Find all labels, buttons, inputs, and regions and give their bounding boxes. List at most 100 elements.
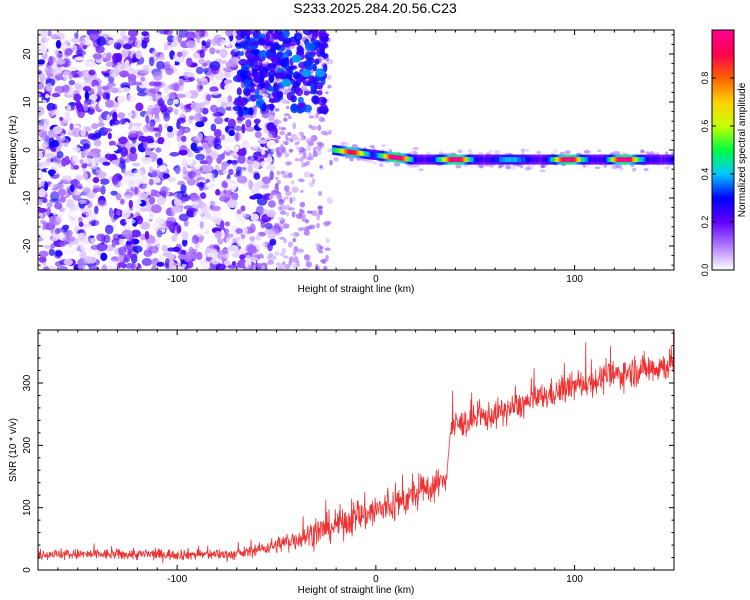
spectrogram-cell [321,98,327,104]
spectrogram-cell [264,228,275,234]
spectrogram-cell [83,186,91,195]
spectrogram-cell [178,128,183,137]
spectrogram-cell [174,164,181,175]
x-tick-label: -100 [167,574,187,585]
spectrogram-cell [141,31,149,37]
spectrogram-cell [56,52,64,59]
spectrogram-cell [656,157,659,163]
spectrogram-cell [439,157,443,163]
spectrogram-cell [304,219,310,224]
spectrogram-cell [127,93,136,104]
spectrogram-cell [247,164,253,174]
snr-x-axis-label: Height of straight line (km) [298,585,415,596]
spectrogram-cell [242,40,250,50]
spectrogram-cell [44,181,49,192]
spectrogram-cell [323,221,330,227]
spectrogram-cell [209,200,216,207]
spectrogram-cell [321,76,326,86]
spectrogram-y-axis-label: Frequency (Hz) [8,116,19,185]
spectrogram-cell [258,50,264,60]
spectrogram-cell [38,262,42,269]
spectrogram-cell [103,234,111,244]
spectrogram-cell [305,225,312,230]
spectrogram-cell [660,157,663,163]
spectrogram-cell [250,213,259,222]
spectrogram-cell [284,264,291,270]
spectrogram-cell [184,128,190,133]
spectrogram-cell [130,68,136,74]
spectrogram-cell [186,209,194,218]
spectrogram-cell [292,196,296,203]
spectrogram-cell [509,157,512,163]
spectrogram-cell [82,207,92,216]
spectrogram-cell [103,128,113,132]
spectrogram-cell [145,115,150,124]
spectrogram-cell [315,69,326,78]
spectrogram-cell [46,207,52,217]
spectrogram-cell [156,261,165,267]
spectrogram-cell [234,145,239,153]
y-tick-label: 10 [22,96,33,108]
spectrogram-cell [318,190,323,197]
spectrogram-cell [206,182,212,187]
spectrogram-cell [284,185,290,192]
spectrogram-cell [44,67,53,74]
spectrogram-cell [281,78,292,87]
spectrogram-cell [435,157,439,163]
spectrogram-cell [239,97,248,106]
spectrogram-cell [208,265,218,270]
spectrogram-cell [243,106,248,111]
spectrogram-cell [145,122,155,131]
spectrogram-cell [112,132,122,139]
spectrogram-cell [413,157,417,163]
spectrogram-cell [439,151,443,155]
spectrogram-cell [180,184,187,194]
spectrogram-cell [238,51,244,57]
spectrogram-cell [620,157,623,163]
spectrogram-cell [198,93,205,101]
spectrogram-cell [243,78,251,89]
spectrogram-cell [155,147,162,153]
spectrogram-cell [112,53,120,63]
spectrogram-cell [616,157,619,163]
spectrogram-cell [158,30,169,35]
spectrogram-cell [288,261,293,266]
spectrogram-cell [236,175,248,184]
snr-x-ticks: -100 0 100 [37,330,675,585]
spectrogram-cell [276,170,281,176]
spectrogram-cell [52,209,58,216]
spectrogram-cell [276,91,283,99]
spectrogram-cell [193,200,200,206]
spectrogram-cell [185,40,197,48]
spectrogram-cell [483,157,486,163]
spectrogram-cell [320,104,328,111]
spectrogram-cell [528,157,532,163]
spectrogram-cell [289,232,297,237]
spectrogram-cell [110,85,120,96]
spectrogram-cell [167,98,174,106]
spectrogram-cell [181,197,187,203]
spectrogram-cell [515,157,518,163]
spectrogram-cell [80,242,89,252]
spectrogram-cell [72,127,82,138]
spectrogram-cell [266,163,276,171]
spectrogram-cell [295,39,301,46]
spectrogram-cell [501,157,504,163]
spectrogram-cell [251,71,259,78]
spectrogram-cell [217,251,223,260]
spectrogram-cell [369,145,376,148]
spectrogram-cell [113,101,120,108]
spectrogram-cell [344,148,347,154]
spectrogram-cell [592,157,596,163]
spectrogram-cell [206,39,212,45]
spectrogram-cell [119,181,124,187]
spectrogram-cell [124,194,132,200]
spectrogram-cell [218,97,229,103]
spectrogram-cell [43,36,50,43]
spectrogram-cell [173,98,180,105]
spectrogram-cell [44,152,56,158]
spectrogram-cell [64,48,73,56]
spectrogram-cell [71,139,77,145]
spectrogram-cell [250,48,261,56]
spectrogram-cell [69,123,74,131]
